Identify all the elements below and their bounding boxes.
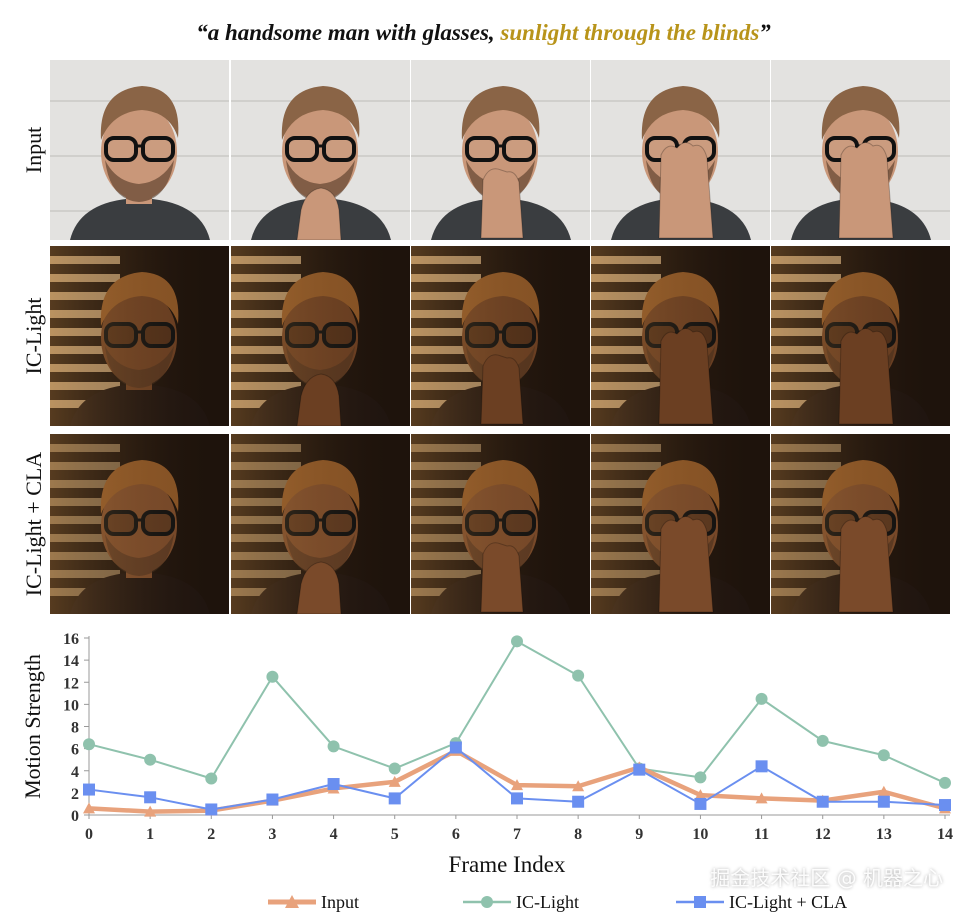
x-tick-label: 10 [692,826,708,843]
row-label: IC-Light + CLA [14,434,54,614]
caption-highlight: sunlight through the blinds [500,20,760,45]
row-label-text: Input [21,126,46,174]
data-point [694,789,707,801]
x-tick-label: 14 [937,826,953,843]
portrait-frame [591,246,770,426]
series-line [88,640,946,784]
legend-label: IC-Light [516,892,579,912]
y-tick-label: 0 [71,808,79,825]
data-point [816,734,829,747]
data-point [939,799,951,812]
data-point [511,779,523,791]
data-point [694,771,707,784]
data-point [327,740,340,753]
x-tick-label: 7 [513,826,521,843]
data-point [327,778,340,791]
portrait-frame [411,434,590,614]
portrait-frame [591,434,770,614]
y-tick-label: 16 [63,631,79,648]
portrait-frame [591,60,770,240]
y-tick-label: 2 [71,786,79,803]
data-point [511,792,523,805]
prompt-caption: “a handsome man with glasses, sunlight t… [0,20,967,46]
data-point [83,802,95,814]
x-tick-label: 3 [268,826,276,843]
data-point [816,795,829,808]
data-point [755,792,768,804]
x-axis-title: Frame Index [449,852,566,877]
data-point [572,780,585,792]
data-point [694,797,707,810]
data-point [144,791,157,804]
data-point [511,635,523,648]
portrait-frame [50,246,229,426]
data-point [388,762,401,775]
data-point [266,670,279,683]
caption-text-3: ” [759,20,771,45]
row-label-text: IC-Light + CLA [21,451,46,597]
data-point [144,753,157,766]
data-point [388,792,401,805]
data-point [144,805,157,817]
portrait-frame [771,60,950,240]
portrait-frame [411,60,590,240]
x-tick-label: 5 [391,826,399,843]
y-axis-title: Motion Strength [20,654,45,799]
y-tick-label: 8 [71,720,79,737]
data-point [205,803,218,816]
data-point [449,741,462,754]
data-point [633,763,646,776]
y-tick-label: 10 [63,697,79,714]
portrait-frame [231,246,410,426]
legend-label: Input [321,892,359,912]
data-point [877,785,890,797]
x-tick-label: 9 [635,826,643,843]
data-point [877,795,890,808]
data-point [694,896,706,908]
data-point [388,775,401,787]
x-tick-label: 11 [754,826,769,843]
data-point [755,760,768,773]
data-point [83,783,95,796]
row-label-text: IC-Light [21,297,46,375]
data-point [285,895,299,908]
y-tick-label: 14 [63,653,79,670]
portrait-frame [231,434,410,614]
x-tick-label: 13 [876,826,892,843]
portrait-frame [50,434,229,614]
x-tick-label: 4 [330,826,338,843]
legend-label: IC-Light + CLA [729,892,847,912]
data-point [572,795,585,808]
x-tick-label: 8 [574,826,582,843]
data-point [877,749,890,762]
data-point [205,772,218,785]
x-tick-label: 0 [85,826,93,843]
portrait-frame [50,60,229,240]
caption-text-1: “a handsome man with glasses, [196,20,495,45]
y-tick-label: 6 [71,742,79,759]
watermark: 掘金技术社区 @ 机器之心 [710,866,943,890]
row-label: IC-Light [14,246,54,426]
portrait-frame [771,246,950,426]
portrait-frame [411,246,590,426]
portrait-frame [231,60,410,240]
x-tick-label: 12 [815,826,831,843]
y-tick-label: 12 [63,675,79,692]
data-point [266,793,279,806]
x-tick-label: 6 [452,826,460,843]
data-point [755,692,768,705]
row-label: Input [14,60,54,240]
x-tick-label: 2 [207,826,215,843]
data-point [572,669,585,682]
y-tick-label: 4 [71,764,79,781]
portrait-frame [771,434,950,614]
x-tick-label: 1 [146,826,154,843]
data-point [939,776,951,789]
data-point [481,896,493,908]
data-point [83,738,95,751]
